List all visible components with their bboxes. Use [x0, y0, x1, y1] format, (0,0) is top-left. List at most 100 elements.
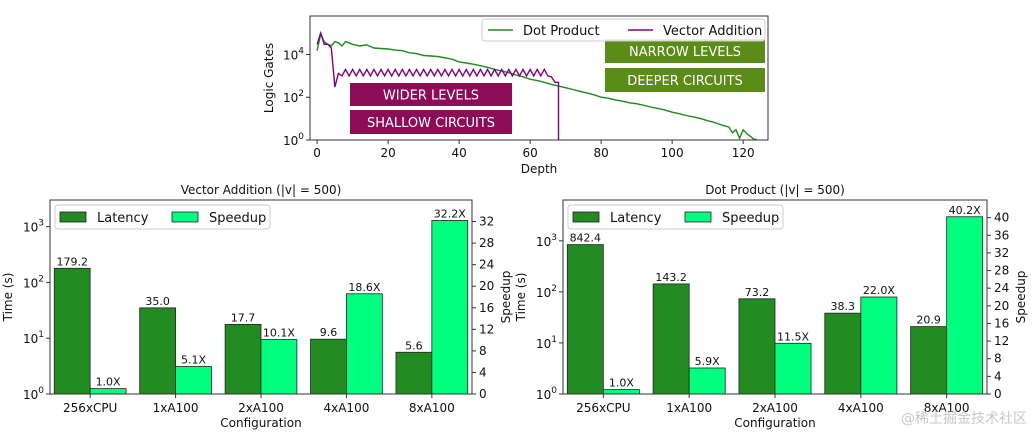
bar-value-label: 18.6X: [348, 281, 380, 294]
y-tick-label: 102: [536, 284, 557, 300]
y2-tick-label: 8: [479, 344, 487, 358]
series-line-1: [316, 30, 560, 140]
x-axis-label: Depth: [521, 162, 558, 176]
legend-label: Latency: [97, 211, 149, 226]
x-tick-label: 120: [732, 146, 755, 160]
annotation-label: WIDER LEVELS: [383, 89, 479, 104]
legend: Dot Product Vector Addition: [481, 18, 766, 42]
bar-speedup: [175, 366, 212, 395]
bar-value-label: 20.9: [916, 314, 941, 327]
x-tick-label: 8xA100: [409, 401, 455, 415]
y2-tick-label: 16: [479, 301, 494, 315]
plot-frame: [309, 15, 769, 141]
legend: Latency Speedup: [567, 204, 784, 230]
bar-value-label: 9.6: [320, 326, 338, 339]
x-tick-label: 256xCPU: [576, 401, 630, 415]
bar-speedup: [688, 367, 726, 395]
bar-latency: [139, 307, 176, 395]
y2-axis-label: Speedup: [499, 271, 513, 324]
bar-latency: [738, 298, 776, 395]
bar-value-label: 179.2: [56, 255, 88, 268]
legend-label: Dot Product: [523, 24, 600, 39]
y2-tick-label: 24: [994, 281, 1009, 295]
y2-axis-label: Speedup: [1014, 271, 1028, 324]
watermark: @稀土掘金技术社区: [901, 411, 1027, 427]
bar-latency: [652, 283, 690, 395]
annotation-label: NARROW LEVELS: [629, 45, 741, 60]
y-tick-label: 103: [23, 219, 44, 235]
bar-latency: [395, 351, 433, 395]
x-tick-label: 0: [313, 146, 321, 160]
bar-value-label: 38.3: [831, 300, 856, 313]
bar-value-label: 11.5X: [777, 330, 809, 343]
legend-box: [481, 18, 766, 42]
bar-latency: [910, 326, 948, 395]
y2-tick-label: 8: [994, 352, 1002, 366]
y-tick-label: 100: [283, 132, 304, 148]
annotation-box: [350, 110, 512, 134]
y2-tick-label: 32: [479, 215, 494, 229]
bar-value-label: 35.0: [145, 295, 170, 308]
x-tick-label: 40: [451, 146, 466, 160]
logic-gates-chart: WIDER LEVELS SHALLOW CIRCUITS NARROW LEVEL…: [262, 15, 769, 176]
bar-value-label: 10.1X: [263, 327, 295, 340]
x-axis-label: Configuration: [220, 416, 301, 430]
legend-label: Latency: [610, 211, 662, 226]
y-axis-label: Time (s): [514, 273, 528, 323]
y-tick-label: 101: [536, 335, 557, 351]
y2-tick-label: 40: [994, 211, 1009, 225]
y2-tick-label: 28: [994, 264, 1009, 278]
y2-tick-label: 32: [994, 246, 1009, 260]
legend-swatch: [572, 211, 600, 223]
x-tick-label: 4xA100: [838, 401, 884, 415]
bar-value-label: 73.2: [745, 286, 770, 299]
y-tick-label: 102: [23, 274, 44, 290]
x-tick-label: 20: [380, 146, 395, 160]
bar-value-label: 5.6: [405, 339, 423, 352]
bar-speedup: [346, 293, 383, 395]
bar-value-label: 842.4: [570, 232, 602, 245]
y2-tick-label: 20: [479, 279, 494, 293]
bar-latency: [824, 312, 862, 395]
legend-label: Speedup: [209, 211, 266, 226]
legend-swatch: [684, 211, 712, 223]
vector-addition-chart: 179.2 1.0X 256xCPU 35.0 5.1X 1xA100 17.7 10.1X 2…: [1, 183, 513, 430]
y-tick-label: 102: [283, 89, 304, 105]
bar-speedup: [89, 388, 127, 395]
bar-speedup: [860, 296, 898, 395]
plot-frame: [562, 199, 988, 395]
y2-tick-label: 4: [994, 369, 1002, 383]
x-tick-label: 60: [522, 146, 537, 160]
x-tick-label: 80: [593, 146, 608, 160]
y-axis-label: Time (s): [1, 273, 15, 323]
y2-tick-label: 36: [994, 228, 1009, 242]
y2-tick-label: 0: [994, 387, 1002, 401]
bar-value-label: 143.2: [655, 271, 687, 284]
bar-latency: [566, 244, 604, 395]
y2-tick-label: 24: [479, 258, 494, 272]
bar-value-label: 1.0X: [96, 376, 121, 389]
y-tick-label: 101: [23, 330, 44, 346]
annotation-box: [605, 68, 765, 92]
y-tick-label: 104: [283, 46, 304, 62]
x-tick-label: 1xA100: [153, 401, 199, 415]
chart-title: Dot Product (|v| = 500): [705, 183, 845, 197]
x-tick-label: 256xCPU: [63, 401, 117, 415]
y-axis-label: Logic Gates: [262, 43, 276, 113]
x-tick-label: 2xA100: [752, 401, 798, 415]
x-axis-label: Configuration: [734, 416, 815, 430]
bar-latency: [224, 323, 262, 395]
bar-value-label: 5.9X: [695, 355, 720, 368]
annotation-box: [350, 83, 512, 106]
legend-swatch: [59, 211, 87, 223]
y2-tick-label: 12: [479, 322, 494, 336]
chart-title: Vector Addition (|v| = 500): [181, 183, 342, 197]
y2-tick-label: 12: [994, 334, 1009, 348]
legend-label: Speedup: [722, 211, 779, 226]
bar-value-label: 17.7: [231, 311, 256, 324]
bar-speedup: [946, 216, 984, 395]
legend: Latency Speedup: [54, 204, 271, 230]
legend-box: [54, 204, 271, 230]
y-tick-label: 103: [536, 233, 557, 249]
